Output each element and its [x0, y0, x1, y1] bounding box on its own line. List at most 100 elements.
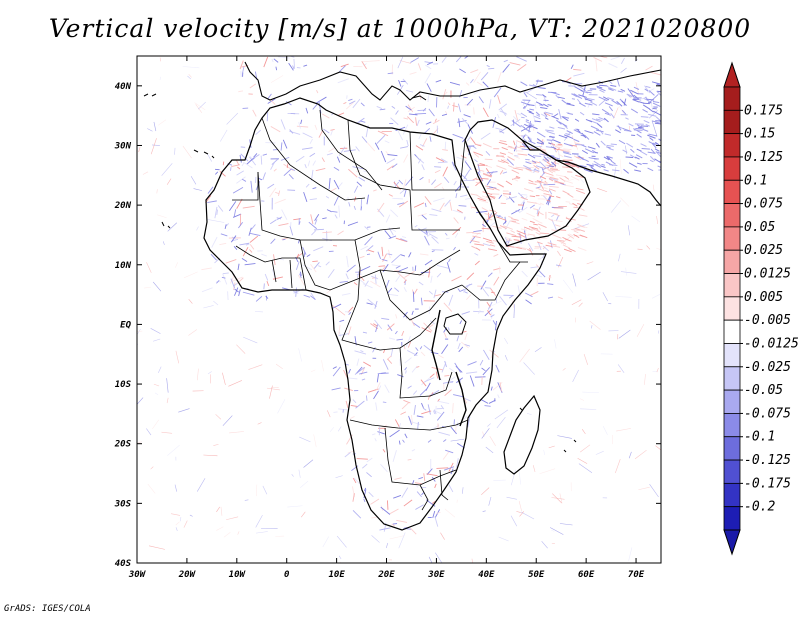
field-streak — [166, 378, 169, 393]
field-streak — [433, 409, 437, 415]
field-streak — [404, 357, 412, 364]
field-streak — [446, 262, 451, 273]
field-streak-arabia — [481, 197, 490, 201]
field-streak — [424, 196, 432, 205]
field-streak — [613, 107, 619, 119]
field-streak — [220, 506, 223, 516]
field-streak — [435, 552, 442, 563]
field-streak — [608, 63, 618, 68]
field-streak — [321, 157, 325, 163]
field-streak — [492, 117, 497, 128]
field-streak — [510, 119, 521, 127]
field-streak — [497, 94, 501, 104]
field-streak-arabia — [511, 218, 519, 221]
field-streak — [372, 346, 376, 353]
field-streak — [586, 261, 594, 265]
field-streak — [413, 404, 416, 415]
field-streak-arabia — [536, 241, 543, 245]
field-streak-iran — [651, 81, 661, 85]
field-streak — [530, 266, 539, 269]
field-streak — [419, 144, 425, 147]
field-streak — [431, 250, 435, 253]
field-streak-iran — [563, 152, 572, 155]
field-streak — [439, 202, 445, 211]
field-streak — [277, 398, 286, 414]
field-streak — [377, 208, 385, 217]
field-streak — [275, 191, 279, 195]
field-streak — [551, 497, 565, 500]
field-streak — [636, 323, 645, 337]
field-streak — [371, 516, 378, 519]
field-streak — [203, 454, 218, 457]
field-streak-arabia — [500, 159, 509, 164]
field-streak-iran — [656, 151, 661, 158]
field-streak — [445, 237, 450, 240]
field-streak — [397, 202, 405, 205]
field-streak-iran — [648, 90, 655, 96]
field-streak — [499, 169, 504, 175]
field-streak-iran — [563, 155, 572, 159]
field-streak-iran — [658, 138, 661, 142]
field-streak — [447, 258, 451, 263]
field-streak — [419, 388, 427, 396]
field-streak-iran — [601, 163, 605, 166]
field-streak — [424, 202, 427, 208]
field-streak-arabia — [512, 177, 519, 182]
field-streak-iran — [632, 97, 642, 101]
field-streak-iran — [653, 110, 661, 116]
field-streak — [522, 90, 537, 100]
field-streak — [495, 364, 500, 373]
field-streak — [332, 303, 342, 309]
field-streak-iran — [643, 119, 650, 124]
field-streak-arabia — [510, 230, 515, 233]
field-streak-iran — [616, 100, 623, 107]
field-streak-iran — [640, 116, 649, 118]
field-streak-iran — [610, 112, 615, 119]
velocity-field — [137, 56, 661, 563]
field-streak — [543, 449, 546, 456]
field-streak — [297, 274, 305, 286]
field-streak — [482, 287, 490, 297]
field-streak-arabia — [545, 244, 553, 248]
field-streak — [563, 279, 574, 293]
field-streak — [198, 101, 206, 110]
field-streak-iran — [581, 149, 588, 154]
field-streak-arabia — [551, 169, 560, 172]
field-streak — [338, 146, 346, 156]
field-streak-arabia — [515, 175, 521, 179]
field-streak — [573, 68, 582, 71]
field-streak-arabia — [511, 169, 520, 174]
field-streak — [308, 221, 317, 230]
field-streak-arabia — [502, 193, 512, 195]
field-streak — [278, 190, 281, 197]
field-streak — [559, 493, 563, 504]
field-streak — [346, 255, 349, 268]
field-streak-iran — [563, 134, 574, 139]
field-streak — [652, 184, 655, 192]
field-streak — [453, 394, 464, 398]
field-streak — [490, 288, 497, 297]
field-streak-arabia — [575, 187, 584, 191]
field-streak-arabia — [517, 153, 528, 156]
field-streak-arabia — [489, 244, 496, 247]
field-streak-iran — [592, 113, 600, 116]
field-streak — [459, 320, 463, 325]
field-streak — [447, 105, 449, 109]
field-streak — [310, 264, 317, 273]
field-streak-arabia — [552, 234, 562, 239]
field-streak-arabia — [557, 153, 564, 158]
field-streak-iran — [595, 129, 604, 133]
field-streak — [359, 371, 368, 375]
field-streak-arabia — [577, 246, 587, 251]
field-streak-arabia — [573, 233, 580, 239]
field-streak-arabia — [579, 234, 588, 239]
field-streak — [418, 476, 423, 480]
field-streak — [441, 186, 445, 190]
field-streak — [442, 451, 450, 460]
field-streak-arabia — [548, 211, 558, 215]
field-streak-iran — [536, 138, 545, 144]
field-streak-arabia — [472, 235, 481, 239]
field-streak — [347, 377, 358, 380]
field-streak — [431, 179, 437, 185]
field-streak-iran — [548, 165, 554, 167]
